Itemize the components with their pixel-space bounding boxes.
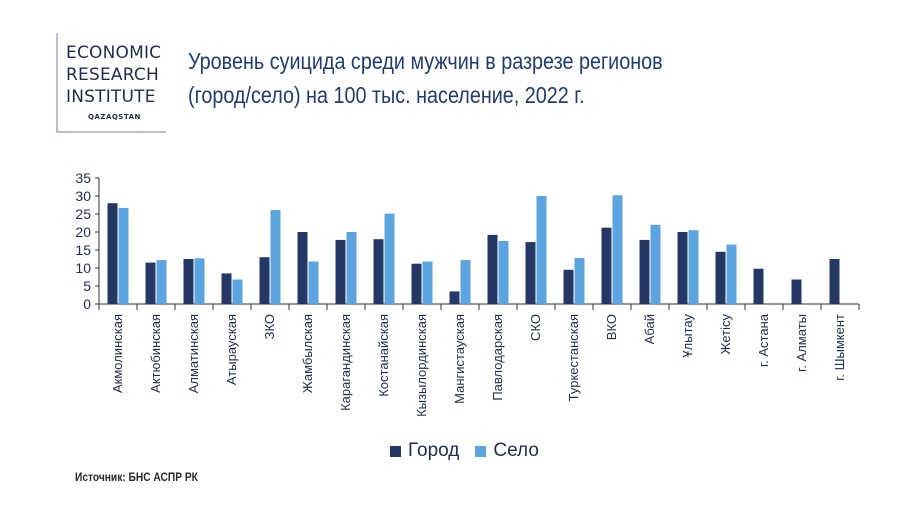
x-tick-label: г. Алматы (794, 314, 809, 372)
y-tick-label: 35 (75, 170, 91, 186)
y-tick-label: 0 (83, 296, 91, 312)
x-tick-label: Кызылординская (414, 314, 429, 417)
bar-city (335, 239, 346, 304)
bar-city (715, 251, 726, 304)
x-tick-label: г. Шымкент (832, 314, 847, 381)
bar-city (639, 239, 650, 304)
x-tick-label: Костанайская (376, 314, 391, 397)
y-tick-label: 25 (75, 206, 91, 222)
bar-village (726, 244, 737, 304)
bar-city (449, 291, 460, 304)
legend-label-village: Село (493, 440, 539, 461)
x-tick-label: Актюбинская (148, 314, 163, 393)
x-tick-label: Карагандинская (338, 314, 353, 411)
bar-village (118, 207, 129, 304)
x-tick-label: Павлодарская (490, 314, 505, 401)
logo: ECONOMIC RESEARCH INSTITUTE QAZAQSTAN (56, 33, 166, 133)
y-tick-label: 10 (75, 260, 91, 276)
logo-subtitle: QAZAQSTAN (88, 113, 141, 121)
bar-village (650, 224, 661, 304)
bar-village (498, 241, 509, 304)
legend: Город Село (390, 440, 555, 462)
x-tick-label: Абай (642, 314, 657, 344)
bar-village (156, 260, 167, 304)
y-tick-label: 5 (83, 278, 91, 294)
bar-city (145, 262, 156, 304)
x-tick-label: Ұлытау (680, 314, 695, 358)
bar-city (791, 279, 802, 304)
x-tick-label: СКО (528, 314, 543, 341)
bar-village (270, 210, 281, 304)
bar-village (346, 232, 357, 304)
legend-label-city: Город (408, 440, 460, 461)
bar-city (487, 234, 498, 304)
logo-line-1: ECONOMIC (66, 43, 162, 63)
legend-swatch-village (475, 445, 487, 457)
legend-item-village: Село (475, 440, 539, 462)
bar-city (107, 203, 118, 304)
x-tick-label: Туркестанская (566, 314, 581, 401)
x-tick-label: Жамбылская (300, 314, 315, 393)
bar-village (232, 279, 243, 304)
bar-city (259, 257, 270, 304)
logo-line-2: RESEARCH (66, 65, 159, 85)
x-tick-label: Акмолинская (110, 314, 125, 393)
bar-village (308, 261, 319, 304)
x-tick-label: Жетісу (718, 314, 733, 355)
bar-village (574, 257, 585, 304)
bar-village (384, 213, 395, 304)
y-tick-label: 20 (75, 224, 91, 240)
x-tick-label: Алматинская (186, 314, 201, 393)
bar-city (601, 227, 612, 304)
x-tick-label: Мангистауская (452, 314, 467, 404)
bar-city (563, 269, 574, 304)
bar-village (194, 258, 205, 304)
y-tick-label: 30 (75, 188, 91, 204)
chart-title-line-2: (город/село) на 100 тыс. население, 2022… (188, 82, 585, 108)
logo-line-3: INSTITUTE (66, 87, 156, 107)
source-note: Источник: БНС АСПР РК (75, 470, 198, 484)
bar-city (373, 239, 384, 304)
bar-village (688, 230, 699, 304)
x-tick-label: г. Астана (756, 313, 771, 367)
y-tick-label: 15 (75, 242, 91, 258)
legend-item-city: Город (390, 440, 459, 462)
bar-city (221, 273, 232, 304)
bar-city (829, 259, 840, 304)
x-tick-label: Атырауская (224, 314, 239, 385)
bar-village (422, 261, 433, 304)
bar-city (297, 232, 308, 304)
bar-city (677, 232, 688, 304)
bar-city (753, 268, 764, 304)
bar-city (525, 242, 536, 304)
bar-city (411, 263, 422, 304)
chart-title-line-1: Уровень суицида среди мужчин в разрезе р… (188, 48, 663, 74)
bar-village (612, 195, 623, 304)
x-tick-label: ВКО (604, 314, 619, 340)
bar-city (183, 259, 194, 304)
chart-title: Уровень суицида среди мужчин в разрезе р… (188, 44, 721, 112)
bar-village (460, 260, 471, 304)
bar-village (536, 196, 547, 304)
x-tick-label: ЗКО (262, 314, 277, 339)
legend-swatch-city (390, 445, 401, 457)
